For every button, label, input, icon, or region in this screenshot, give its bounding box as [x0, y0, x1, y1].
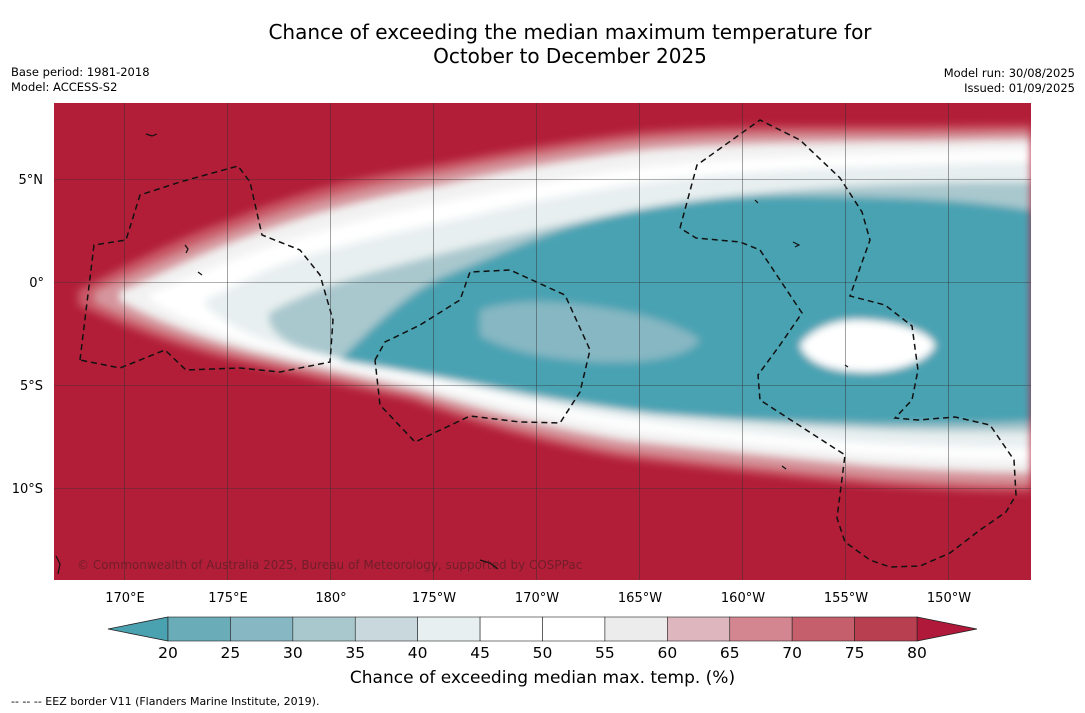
longitude-labels: 170°E 175°E 180° 175°W 170°W 165°W 160°W…	[105, 591, 971, 606]
colorbar-tick-label: 70	[782, 644, 802, 662]
warm-patch-155w	[800, 319, 935, 372]
lon-label-175w: 175°W	[412, 591, 456, 606]
colorbar-tick-label: 45	[470, 644, 490, 662]
colorbar-tick-label: 40	[408, 644, 428, 662]
colorbar-segment	[292, 616, 356, 642]
eez-border-kiribati-east	[679, 119, 1017, 568]
colorbar-segment	[542, 616, 606, 642]
colorbar-tick-label: 80	[907, 644, 927, 662]
colorbar-tick-label: 30	[283, 644, 303, 662]
colorbar-segment	[167, 616, 231, 642]
colorbar-tick-label: 75	[845, 644, 865, 662]
lon-label-160w: 160°W	[721, 591, 765, 606]
gridlines	[54, 103, 1031, 580]
chart-title: Chance of exceeding the median maximum t…	[0, 20, 1085, 68]
contour-bands	[78, 125, 1031, 492]
colorbar-segment	[667, 616, 731, 642]
title-line-1: Chance of exceeding the median maximum t…	[268, 20, 872, 44]
lat-label-5s: 5°S	[20, 379, 43, 394]
map-area	[54, 103, 1031, 580]
lat-label-equator: 0°	[29, 276, 44, 291]
colorbar-tick-label: 20	[158, 644, 178, 662]
colorbar: 20 25 30 35 40 45 50 55 60 65 70 75 80	[107, 616, 978, 662]
lon-label-180: 180°	[315, 591, 346, 606]
island	[781, 465, 787, 470]
colorbar-segment	[230, 616, 294, 642]
eez-footnote: -- -- -- EEZ border V11 (Flanders Marine…	[11, 695, 320, 708]
colorbar-segment	[854, 616, 918, 642]
colorbar-segment	[604, 616, 668, 642]
island	[479, 559, 499, 570]
title-line-2: October to December 2025	[433, 44, 707, 68]
lat-label-5n: 5°N	[19, 173, 44, 188]
island	[145, 133, 158, 137]
meta-right: Model run: 30/08/2025 Issued: 01/09/2025	[944, 66, 1075, 96]
lon-label-150w: 150°W	[927, 591, 971, 606]
model-name: Model: ACCESS-S2	[11, 80, 118, 94]
base-period: Base period: 1981-2018	[11, 65, 150, 79]
issued-date: Issued: 01/09/2025	[964, 81, 1075, 95]
lon-label-155w: 155°W	[824, 591, 868, 606]
colorbar-tick-label: 55	[595, 644, 615, 662]
latitude-labels: 5°N 0° 5°S 10°S	[12, 173, 44, 497]
model-run: Model run: 30/08/2025	[943, 66, 1075, 80]
lon-label-170e: 170°E	[105, 591, 145, 606]
island	[792, 241, 801, 248]
colorbar-tick-label: 50	[533, 644, 553, 662]
colorbar-tick-label: 25	[221, 644, 241, 662]
colorbar-segment	[417, 616, 481, 642]
meta-left: Base period: 1981-2018 Model: ACCESS-S2	[11, 65, 150, 95]
island	[184, 244, 189, 254]
colorbar-over-triangle	[916, 616, 978, 642]
colorbar-segment	[479, 616, 543, 642]
colorbar-under-triangle	[107, 616, 169, 642]
eez-border-kiribati-west	[79, 165, 334, 373]
colorbar-segments	[167, 616, 918, 642]
copyright-notice: © Commonwealth of Australia 2025, Bureau…	[77, 558, 583, 572]
colorbar-segment	[354, 616, 418, 642]
island	[754, 199, 759, 204]
colorbar-title: Chance of exceeding median max. temp. (%…	[349, 668, 736, 688]
island	[197, 271, 203, 276]
lon-label-165w: 165°W	[618, 591, 662, 606]
island	[55, 555, 61, 575]
cool-patch-1	[480, 301, 700, 363]
colorbar-tick-label: 35	[345, 644, 365, 662]
colorbar-segment	[729, 616, 793, 642]
colorbar-tick-label: 65	[720, 644, 740, 662]
colorbar-tick-label: 60	[657, 644, 677, 662]
colorbar-segment	[791, 616, 855, 642]
lon-label-170w: 170°W	[515, 591, 559, 606]
colorbar-tick-labels: 20 25 30 35 40 45 50 55 60 65 70 75 80	[158, 644, 927, 662]
lon-label-175e: 175°E	[208, 591, 248, 606]
lat-label-10s: 10°S	[12, 482, 43, 497]
